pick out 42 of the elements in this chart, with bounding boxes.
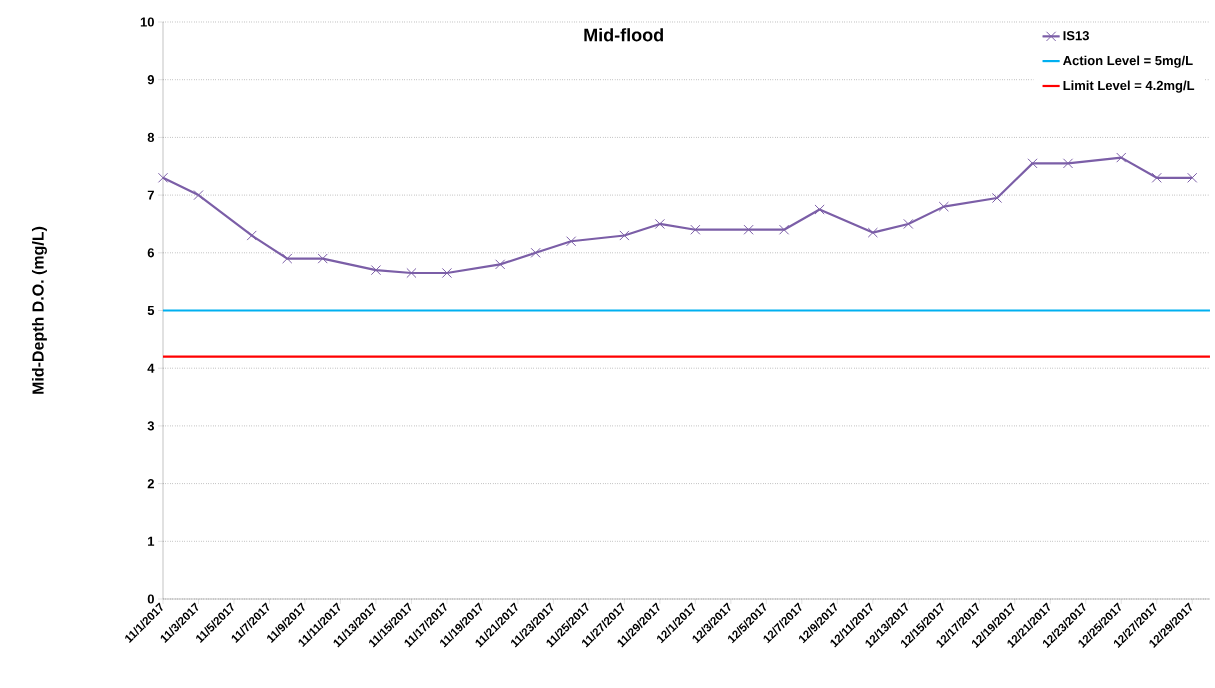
y-tick-label: 8 (147, 132, 155, 142)
point (1062, 158, 1074, 169)
point (406, 267, 417, 279)
point (991, 192, 1003, 204)
point (246, 230, 257, 241)
y-tick-label: 10 (140, 17, 154, 27)
y-axis-title: Mid-Depth D.O. (mg/L) (31, 226, 47, 394)
point (938, 201, 949, 212)
point (690, 224, 701, 235)
point (441, 267, 453, 279)
chart-title: Mid-flood (584, 28, 663, 42)
point (370, 265, 382, 276)
point (530, 247, 541, 258)
y-tick-label: 6 (147, 248, 155, 258)
point (654, 218, 665, 230)
y-tick-label: 0 (147, 594, 154, 604)
point (317, 253, 328, 264)
point (1027, 158, 1038, 169)
point (495, 259, 506, 270)
y-tick-label: 9 (147, 75, 154, 85)
point (566, 236, 577, 247)
point (1116, 152, 1127, 163)
y-tick-label: 3 (147, 421, 155, 431)
point (619, 230, 630, 241)
legend-label: IS13 (1063, 31, 1089, 41)
legend-label: Action Level = 5mg/L (1063, 55, 1193, 68)
point (282, 253, 293, 264)
y-tick-label: 5 (147, 305, 155, 316)
legend-label: Limit Level = 4.2mg/L (1063, 80, 1195, 93)
y-tick-label: 1 (148, 536, 155, 546)
point (814, 204, 825, 215)
point (157, 172, 169, 183)
y-tick-label: 7 (147, 190, 154, 200)
point (778, 224, 790, 235)
point (193, 190, 204, 201)
point (867, 227, 878, 238)
point (1151, 172, 1162, 183)
y-tick-label: 2 (147, 479, 154, 489)
point (1187, 172, 1198, 183)
point (743, 224, 754, 235)
y-tick-label: 4 (147, 363, 155, 373)
point (903, 218, 914, 230)
